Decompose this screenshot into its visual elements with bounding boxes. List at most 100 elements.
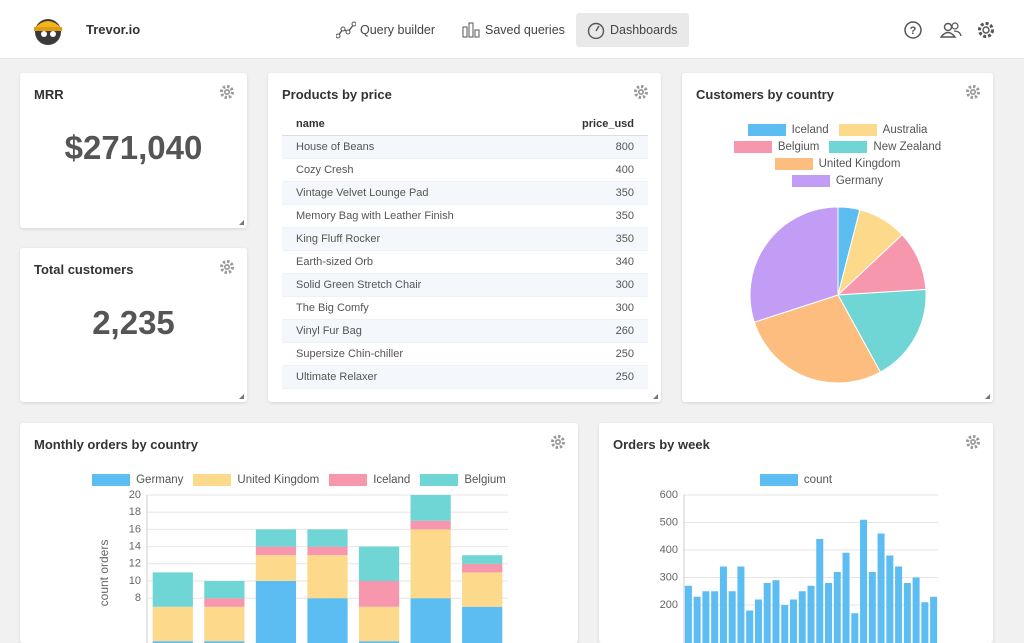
bar: [702, 591, 709, 643]
bar: [869, 572, 876, 643]
resize-handle[interactable]: [239, 220, 244, 225]
bar: [729, 591, 736, 643]
table-cell: Solid Green Stretch Chair: [282, 274, 538, 297]
column-header: price_usd: [538, 113, 648, 136]
bar: [256, 555, 296, 581]
y-tick-label: 8: [135, 592, 141, 604]
bar: [764, 583, 771, 643]
bar: [851, 613, 858, 643]
resize-handle[interactable]: [239, 394, 244, 399]
bar: [904, 583, 911, 643]
table-cell: House of Beans: [282, 136, 538, 159]
bar: [930, 597, 937, 643]
table-cell: 350: [538, 228, 648, 251]
table-cell: The Big Comfy: [282, 297, 538, 320]
y-tick-label: 18: [129, 506, 141, 518]
table-cell: Supersize Chin-chiller: [282, 343, 538, 366]
table-cell: 800: [538, 136, 648, 159]
nav-label: Dashboards: [610, 23, 677, 37]
bar: [746, 611, 753, 643]
bar: [895, 567, 902, 643]
bar: [462, 607, 502, 643]
bar: [921, 602, 928, 643]
bar: [886, 556, 893, 643]
table-cell: Memory Bag with Leather Finish: [282, 205, 538, 228]
nav-icon: [336, 21, 356, 39]
table-cell: 350: [538, 182, 648, 205]
bar: [204, 598, 244, 607]
table-cell: 250: [538, 366, 648, 389]
y-tick-label: 10: [129, 575, 141, 587]
gear-hole: [226, 91, 229, 94]
y-tick-label: 500: [660, 516, 678, 528]
table-cell: 340: [538, 251, 648, 274]
bar: [256, 547, 296, 556]
bar: [411, 529, 451, 598]
bar: [772, 580, 779, 643]
nav-label: Query builder: [360, 23, 435, 37]
bar: [755, 600, 762, 643]
nav-item[interactable]: Dashboards: [576, 13, 689, 47]
resize-handle[interactable]: [653, 394, 658, 399]
settings-icon[interactable]: [976, 20, 996, 40]
table-cell: Vinyl Fur Bag: [282, 320, 538, 343]
bar: [153, 607, 193, 641]
bar: [411, 521, 451, 530]
bar: [843, 553, 850, 643]
y-tick-label: 20: [129, 489, 141, 501]
table-cell: 400: [538, 159, 648, 182]
logo[interactable]: [32, 12, 68, 48]
bar: [307, 598, 347, 643]
gear-icon[interactable]: [633, 84, 649, 100]
bar: [781, 605, 788, 643]
table-cell: Ultimate Relaxer: [282, 366, 538, 389]
table-cell: 260: [538, 320, 648, 343]
bar: [462, 572, 502, 606]
bar: [913, 578, 920, 643]
table-cell: Vintage Velvet Lounge Pad: [282, 182, 538, 205]
nav-icon: [461, 21, 481, 39]
bar: [790, 600, 797, 643]
svg-text:?: ?: [910, 25, 917, 37]
users-icon[interactable]: [940, 20, 962, 40]
bar: [204, 607, 244, 641]
bar: [307, 529, 347, 546]
table-cell: 300: [538, 297, 648, 320]
table-cell: Earth-sized Orb: [282, 251, 538, 274]
y-tick-label: 200: [660, 599, 678, 611]
nav-item[interactable]: Query builder: [326, 13, 447, 47]
customers-card: Total customers 2,235: [20, 248, 247, 402]
bar: [462, 555, 502, 564]
gear-icon[interactable]: [219, 84, 235, 100]
metric-value: $271,040: [20, 129, 247, 167]
metric-value: 2,235: [20, 304, 247, 342]
nav-item[interactable]: Saved queries: [451, 13, 577, 47]
bar: [411, 598, 451, 643]
bar: [860, 520, 867, 643]
bar: [204, 581, 244, 598]
table-cell: 350: [538, 205, 648, 228]
gear-icon[interactable]: [219, 259, 235, 275]
column-header: name: [282, 113, 538, 136]
brand[interactable]: Trevor.io: [86, 22, 140, 37]
help-icon[interactable]: ?: [903, 20, 923, 40]
bar: [711, 591, 718, 643]
bar: [462, 564, 502, 573]
bar: [720, 567, 727, 643]
top-bar: Trevor.io Query builder Saved queries Da…: [0, 0, 1024, 59]
table-cell: 250: [538, 343, 648, 366]
y-tick-label: 400: [660, 544, 678, 556]
card-title: Total customers: [34, 262, 133, 277]
